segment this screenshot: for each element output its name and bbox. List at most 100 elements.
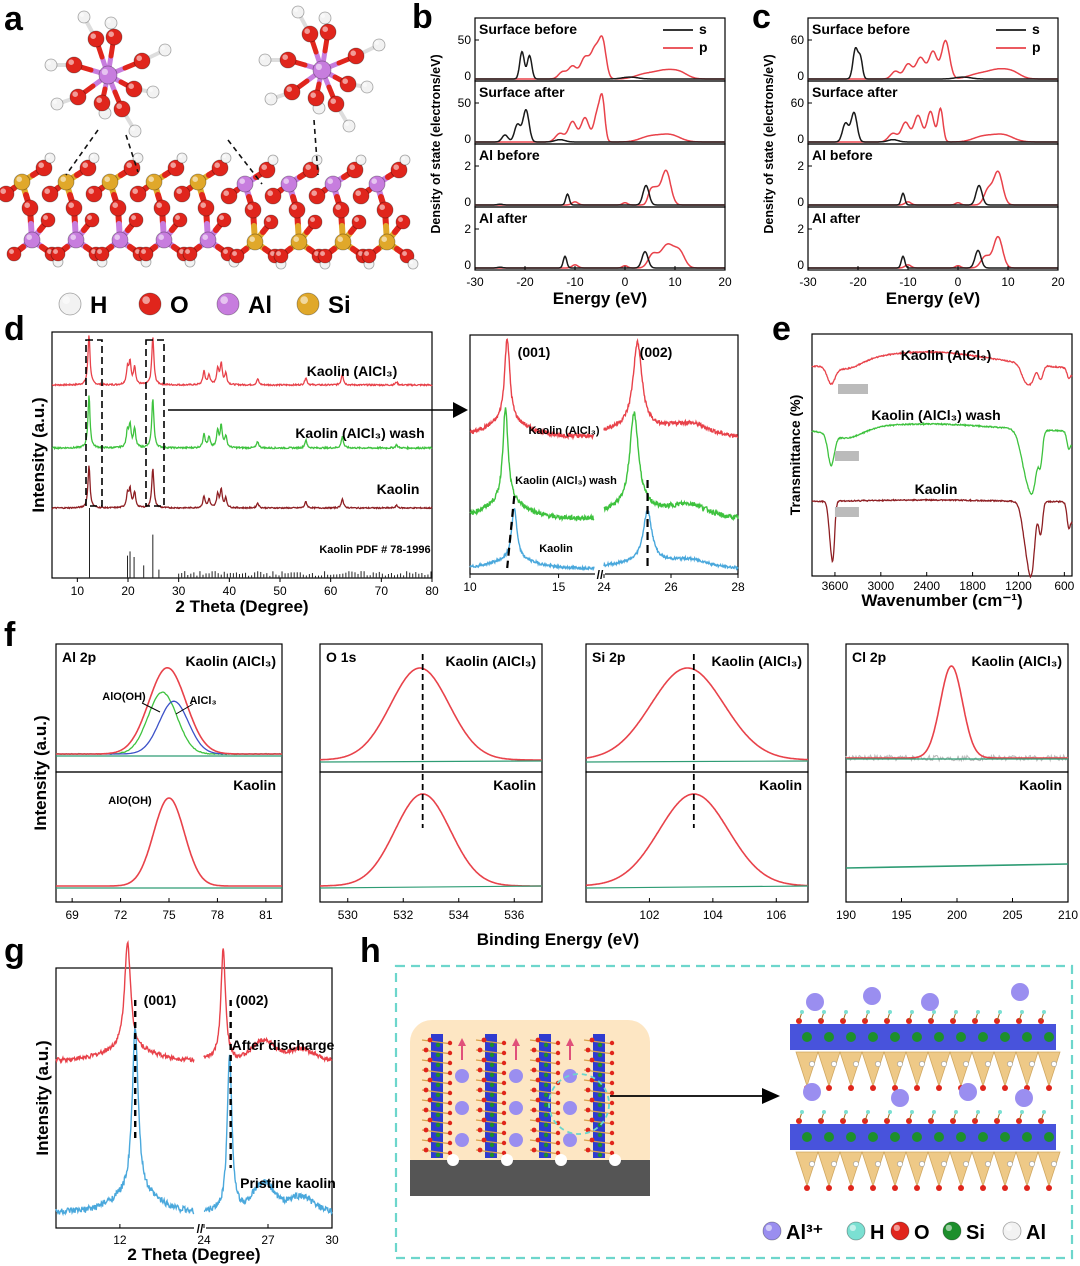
h-atom bbox=[50, 97, 64, 111]
xps-xtick: 69 bbox=[65, 908, 79, 922]
h-atom-ball bbox=[176, 152, 188, 164]
o-atom-ball bbox=[327, 95, 345, 113]
xrd-d-frame bbox=[51, 331, 433, 579]
vertical-kaolin-layer bbox=[475, 1034, 513, 1166]
xps-xtick: 72 bbox=[114, 908, 128, 922]
kaolin-slab bbox=[220, 154, 419, 270]
electrode-substrate bbox=[410, 1160, 650, 1196]
o-atom-shine bbox=[379, 204, 386, 210]
o-atom-shine bbox=[97, 249, 103, 254]
si-atom bbox=[489, 1052, 495, 1058]
xrd-d-label-alcl3: Kaolin (AlCl₃) bbox=[307, 363, 397, 379]
o-atom bbox=[447, 1130, 453, 1136]
o-atom bbox=[609, 1060, 615, 1066]
o-atom-shine bbox=[358, 251, 363, 256]
dos-row-title: Al after bbox=[812, 210, 861, 226]
tetra-bond bbox=[421, 1039, 453, 1045]
si-atom bbox=[597, 1152, 603, 1158]
si-atom-ball bbox=[57, 173, 75, 191]
ftir-e-label-kaolin: Kaolin bbox=[915, 481, 958, 497]
xrd-d-label-kaolin: Kaolin bbox=[377, 481, 420, 497]
h-atom-shine bbox=[106, 18, 111, 23]
migration-arrowhead bbox=[566, 1038, 574, 1046]
o-atom bbox=[501, 1150, 507, 1156]
xrd-g-series bbox=[55, 940, 195, 1065]
dos-p-curve bbox=[475, 169, 725, 206]
o-atom bbox=[555, 1040, 561, 1046]
si-atom bbox=[435, 1102, 441, 1108]
o-atom bbox=[339, 75, 357, 93]
al-atom bbox=[985, 1161, 991, 1167]
o-atom-ball bbox=[41, 185, 59, 203]
o-atom bbox=[848, 1185, 854, 1191]
dos-row-title: Surface before bbox=[812, 21, 910, 37]
al-atom bbox=[831, 1161, 837, 1167]
o-atom-ball bbox=[0, 185, 15, 203]
schematic-frame bbox=[394, 964, 1074, 1260]
xrd-d-xtick: 30 bbox=[172, 584, 186, 598]
h-atom bbox=[976, 1010, 980, 1014]
o-atom bbox=[302, 161, 320, 179]
si-atom bbox=[543, 1112, 549, 1118]
al3-ion bbox=[1015, 1089, 1033, 1107]
si-atom bbox=[435, 1082, 441, 1088]
o-atom bbox=[427, 1037, 433, 1043]
o-atom-ball bbox=[87, 30, 105, 48]
legend-o-label: O bbox=[170, 292, 189, 319]
xps-lower-sample-label: Kaolin bbox=[493, 777, 536, 793]
xps-lower-baseline bbox=[585, 885, 809, 889]
o-atom bbox=[481, 1077, 487, 1083]
xps-upper-envelope bbox=[320, 667, 542, 761]
dos-plot-b: Density of state (electrons/eV) Surface b… bbox=[429, 17, 732, 308]
o-atom bbox=[1046, 1085, 1052, 1091]
h-atom-ball bbox=[44, 152, 56, 164]
ftir-e-series bbox=[811, 498, 1073, 579]
xrd-g-label-pristine: Pristine kaolin bbox=[240, 1175, 336, 1191]
h-atom-shine bbox=[52, 99, 58, 104]
o-atom-shine bbox=[398, 217, 403, 222]
o-atom-ball bbox=[279, 51, 297, 69]
o-atom-shine bbox=[112, 202, 118, 208]
xps-core-label: O 1s bbox=[326, 649, 357, 665]
si-atom bbox=[489, 1082, 495, 1088]
o-atom bbox=[332, 201, 350, 219]
tetra-bond bbox=[475, 1099, 507, 1105]
legend-h-al3-label: Al³⁺ bbox=[786, 1222, 823, 1244]
h-atom bbox=[128, 124, 142, 138]
xrd-g-peak-002: (002) bbox=[236, 992, 269, 1008]
o-atom-shine bbox=[0, 188, 6, 194]
h-atom bbox=[77, 10, 91, 24]
xrd-d-zoom-series bbox=[469, 508, 595, 572]
dos-xtick: 0 bbox=[955, 275, 962, 289]
h-atom bbox=[360, 80, 374, 94]
o-atom bbox=[531, 1147, 537, 1153]
h-atom bbox=[88, 152, 100, 164]
o-atom bbox=[477, 1047, 483, 1053]
legend-h-h_h-ball-shine bbox=[849, 1224, 856, 1231]
al3-ion bbox=[806, 993, 824, 1011]
o-atom bbox=[79, 159, 97, 177]
dos-row-frame bbox=[474, 206, 726, 271]
horizontal-kaolin-layer bbox=[790, 1110, 1061, 1191]
h-atom-shine bbox=[409, 260, 413, 264]
ftir-e-label-alcl3: Kaolin (AlCl₃) bbox=[901, 347, 991, 363]
legend-h-si_h-ball-shine bbox=[945, 1224, 952, 1231]
ftir-e-highlight bbox=[838, 384, 868, 394]
al-atom-shine bbox=[371, 178, 378, 184]
o-atom-ball bbox=[283, 83, 301, 101]
si-atom-shine bbox=[192, 176, 198, 182]
o-atom-shine bbox=[270, 251, 275, 256]
o-atom bbox=[352, 187, 370, 205]
o-atom bbox=[399, 248, 415, 264]
h-atom-shine bbox=[269, 156, 273, 160]
alcl-cluster bbox=[44, 10, 172, 138]
o-atom-shine bbox=[247, 204, 253, 210]
o-atom bbox=[447, 1150, 453, 1156]
o-atom bbox=[589, 1117, 595, 1123]
h-atom-ball bbox=[267, 154, 279, 166]
h-atom-ball bbox=[88, 152, 100, 164]
o-atom-shine bbox=[44, 188, 50, 194]
legend-si-atom-ball bbox=[296, 292, 320, 316]
h-atom-ball bbox=[50, 97, 64, 111]
